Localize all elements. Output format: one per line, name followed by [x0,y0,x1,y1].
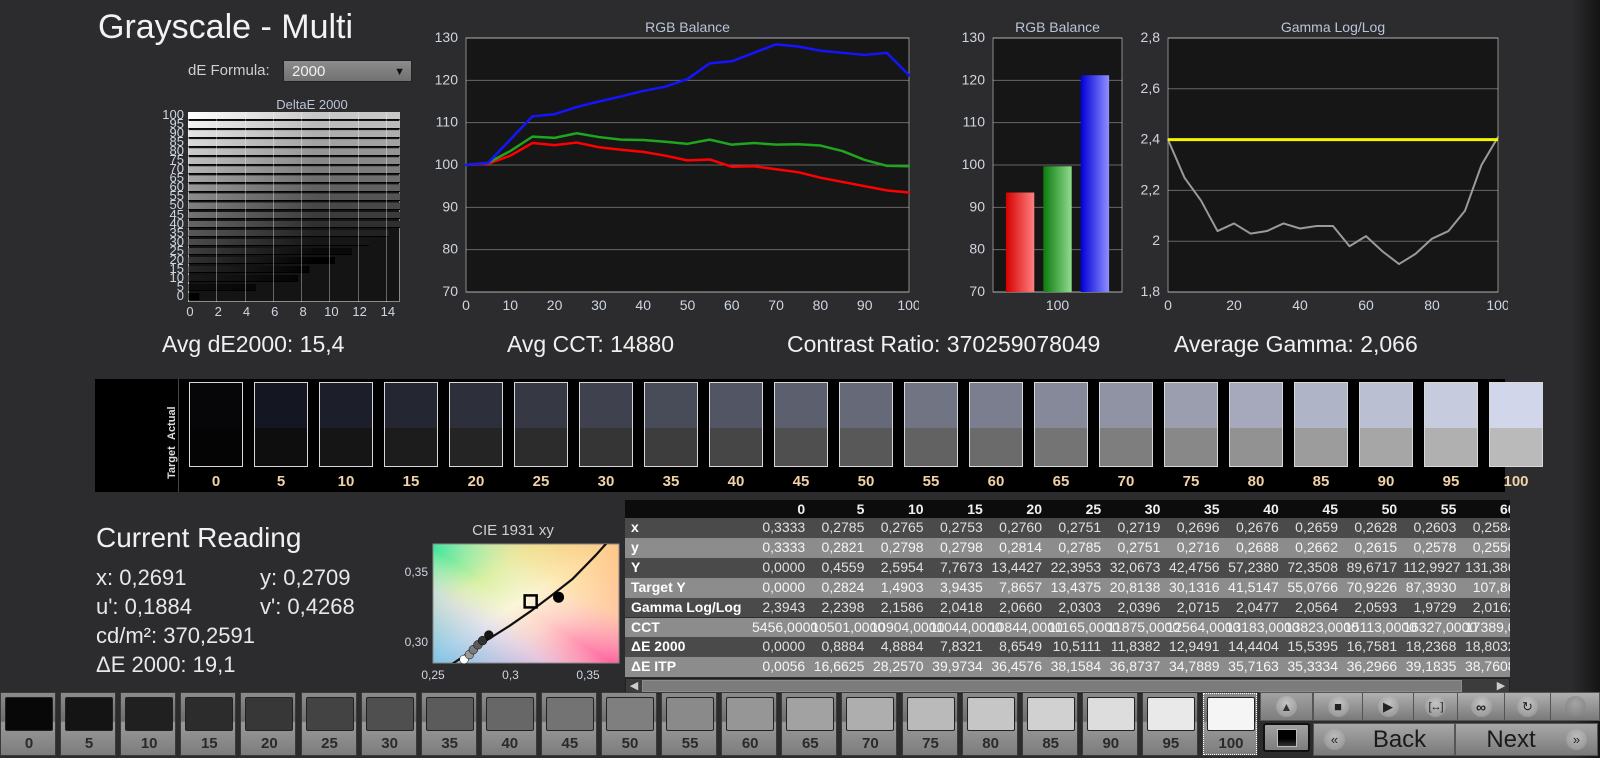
svg-text:120: 120 [962,71,986,87]
svg-text:120: 120 [435,71,459,87]
svg-text:20: 20 [547,297,563,313]
svg-text:2,8: 2,8 [1141,29,1161,45]
svg-text:60: 60 [724,297,740,313]
svg-text:100: 100 [435,156,459,172]
svg-text:100: 100 [1046,297,1070,313]
svg-text:0,3: 0,3 [502,668,519,682]
svg-text:0,35: 0,35 [576,668,600,682]
svg-text:0,35: 0,35 [405,565,429,579]
svg-text:40: 40 [635,297,651,313]
svg-text:50: 50 [680,297,696,313]
svg-text:100: 100 [897,297,919,313]
svg-text:90: 90 [857,297,873,313]
svg-text:80: 80 [442,241,458,257]
svg-text:0: 0 [462,297,470,313]
svg-text:0: 0 [1164,297,1172,313]
svg-text:90: 90 [442,198,458,214]
svg-text:80: 80 [1424,297,1440,313]
svg-text:2: 2 [1152,232,1160,248]
svg-text:80: 80 [969,241,985,257]
svg-text:0,25: 0,25 [421,668,445,682]
svg-text:2,6: 2,6 [1141,80,1161,96]
svg-text:Gamma Log/Log: Gamma Log/Log [1281,19,1385,35]
svg-text:RGB Balance: RGB Balance [645,19,730,35]
svg-text:100: 100 [1486,297,1508,313]
svg-text:0,30: 0,30 [405,635,429,649]
svg-text:130: 130 [435,29,459,45]
svg-text:20: 20 [1226,297,1242,313]
svg-text:90: 90 [969,198,985,214]
svg-text:70: 70 [768,297,784,313]
svg-text:70: 70 [442,283,458,299]
svg-text:30: 30 [591,297,607,313]
svg-text:60: 60 [1358,297,1374,313]
svg-text:100: 100 [962,156,986,172]
svg-text:70: 70 [969,283,985,299]
svg-text:10: 10 [503,297,519,313]
svg-text:40: 40 [1292,297,1308,313]
svg-text:80: 80 [813,297,829,313]
svg-text:2,4: 2,4 [1141,131,1161,147]
svg-text:110: 110 [963,114,986,130]
svg-text:130: 130 [962,29,986,45]
svg-text:110: 110 [436,114,459,130]
svg-text:1,8: 1,8 [1141,283,1161,299]
svg-text:RGB Balance: RGB Balance [1015,19,1100,35]
svg-text:2,2: 2,2 [1141,181,1161,197]
